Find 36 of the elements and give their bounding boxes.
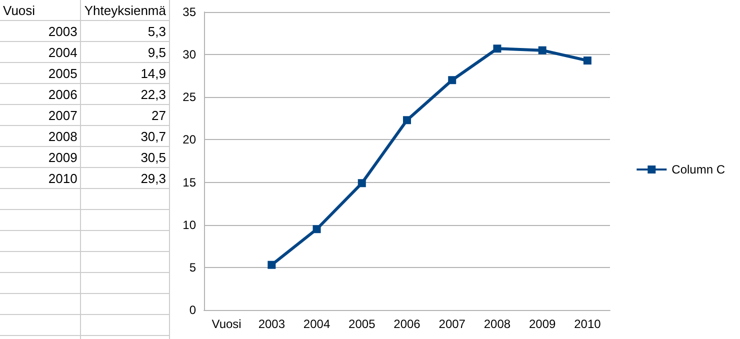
text: 30,7 xyxy=(80,126,170,146)
text: 22,3 xyxy=(80,84,170,104)
text: Vuosi xyxy=(0,0,81,20)
text: 27 xyxy=(80,104,170,126)
text: 30,5 xyxy=(80,146,170,168)
x-tick-label: 2010 xyxy=(574,317,602,331)
x-tick-label: 2008 xyxy=(484,317,511,331)
legend-label: Column C xyxy=(672,162,726,176)
text: 9,5 xyxy=(80,42,170,62)
x-tick-label: 2007 xyxy=(438,317,466,331)
text: 5,3 xyxy=(80,20,170,42)
y-tick-label: 20 xyxy=(182,132,196,147)
x-tick-label: 2006 xyxy=(394,317,421,331)
category-label: 2008 xyxy=(48,128,78,144)
y-tick-label: 15 xyxy=(182,175,196,190)
y-tick-label: 30 xyxy=(182,48,196,62)
text: 29,3 xyxy=(80,168,170,188)
x-tick-label: 2003 xyxy=(258,317,286,331)
y-tick-label: 25 xyxy=(182,90,196,104)
y-tick-label: 10 xyxy=(182,218,196,232)
category-label: 2003 xyxy=(48,24,78,38)
category-label: 2004 xyxy=(48,44,78,60)
text: Yhteyksienmä xyxy=(80,0,170,20)
text: 14,9 xyxy=(80,62,170,84)
y-tick-label: 0 xyxy=(189,303,196,317)
x-tick-label: 2004 xyxy=(303,317,330,331)
x-tick-label: Vuosi xyxy=(212,317,242,331)
y-tick-label: 5 xyxy=(189,260,196,274)
x-tick-label: 2009 xyxy=(528,317,556,331)
category-label: 2010 xyxy=(48,170,78,186)
category-label: 2007 xyxy=(48,108,78,122)
y-tick-label: 35 xyxy=(182,5,196,19)
category-label: 2009 xyxy=(48,150,78,164)
category-label: 2006 xyxy=(48,86,78,102)
x-tick-label: 2005 xyxy=(348,317,376,331)
category-label: 2005 xyxy=(48,66,78,80)
